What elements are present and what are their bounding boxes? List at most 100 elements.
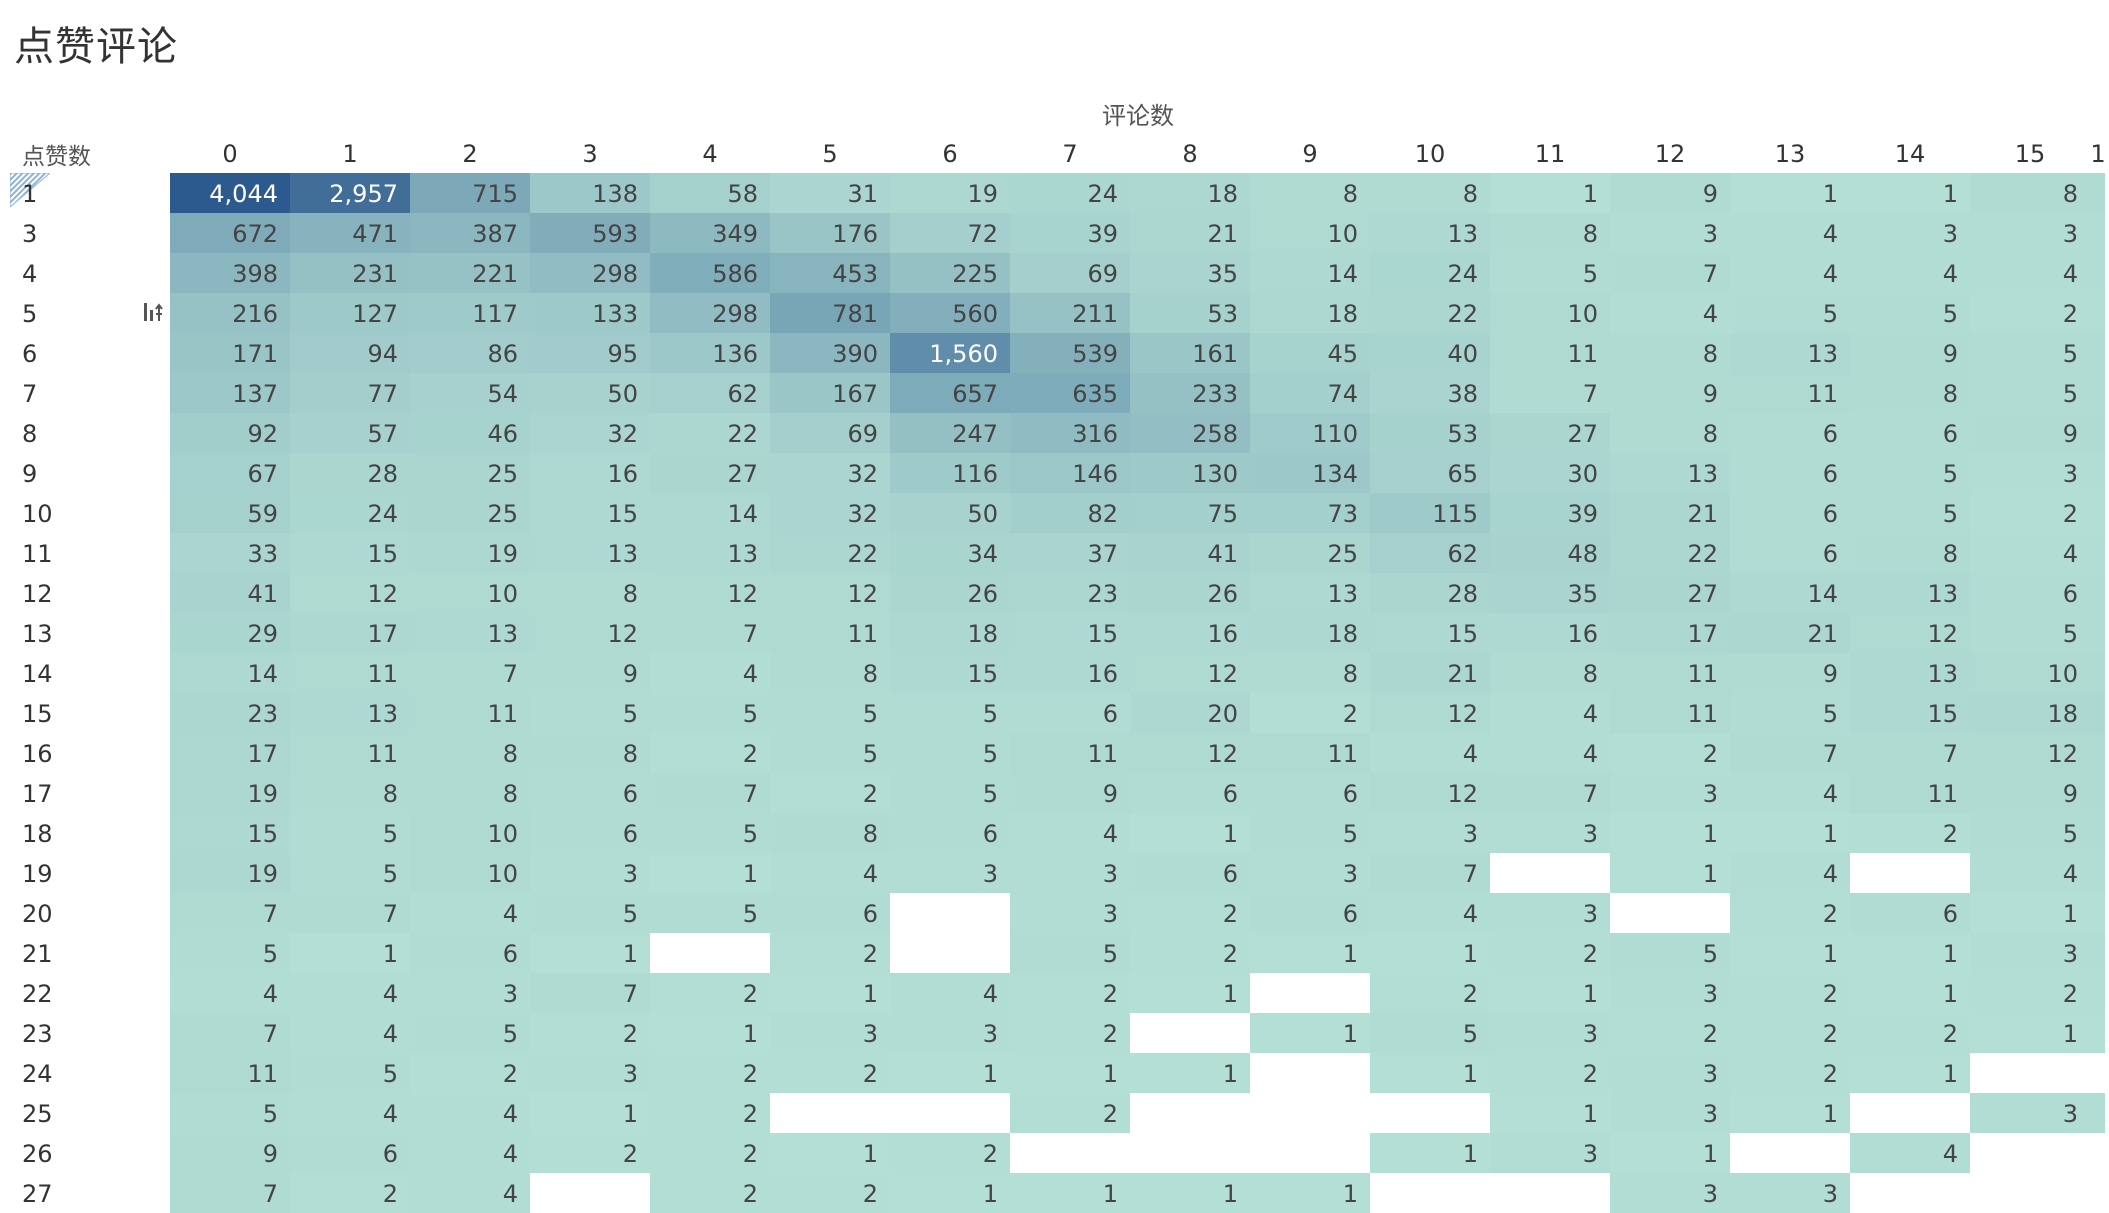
heatmap-cell[interactable]: [1010, 933, 1130, 973]
heatmap-cell[interactable]: [1010, 693, 1130, 733]
heatmap-cell[interactable]: [1010, 253, 1130, 293]
heatmap-cell[interactable]: [1850, 973, 1970, 1013]
heatmap-cell[interactable]: [290, 1133, 410, 1173]
heatmap-cell[interactable]: [410, 653, 530, 693]
heatmap-cell[interactable]: [1970, 253, 2105, 293]
heatmap-cell[interactable]: [770, 293, 890, 333]
heatmap-cell[interactable]: [1130, 853, 1250, 893]
heatmap-cell[interactable]: [1610, 213, 1730, 253]
heatmap-cell[interactable]: [890, 613, 1010, 653]
heatmap-cell[interactable]: [1610, 293, 1730, 333]
heatmap-cell[interactable]: [1370, 733, 1490, 773]
heatmap-cell[interactable]: [530, 173, 650, 213]
heatmap-cell[interactable]: [1970, 533, 2105, 573]
heatmap-cell[interactable]: [650, 933, 770, 973]
heatmap-cell[interactable]: [410, 693, 530, 733]
heatmap-cell[interactable]: [1010, 653, 1130, 693]
heatmap-cell[interactable]: [1130, 1173, 1250, 1213]
heatmap-cell[interactable]: [1730, 453, 1850, 493]
heatmap-cell[interactable]: [770, 453, 890, 493]
heatmap-cell[interactable]: [1850, 1093, 1970, 1133]
heatmap-cell[interactable]: [1010, 293, 1130, 333]
heatmap-cell[interactable]: [1010, 1133, 1130, 1173]
heatmap-cell[interactable]: [1490, 253, 1610, 293]
heatmap-cell[interactable]: [1970, 653, 2105, 693]
heatmap-cell[interactable]: [1850, 733, 1970, 773]
heatmap-cell[interactable]: [1970, 813, 2105, 853]
heatmap-cell[interactable]: [170, 1093, 290, 1133]
heatmap-cell[interactable]: [410, 413, 530, 453]
heatmap-cell[interactable]: [170, 1133, 290, 1173]
heatmap-cell[interactable]: [1610, 653, 1730, 693]
heatmap-cell[interactable]: [650, 653, 770, 693]
heatmap-cell[interactable]: [770, 1053, 890, 1093]
heatmap-cell[interactable]: [1370, 293, 1490, 333]
row-header-marker-icon[interactable]: [10, 173, 50, 207]
heatmap-cell[interactable]: [410, 293, 530, 333]
heatmap-cell[interactable]: [1730, 253, 1850, 293]
heatmap-cell[interactable]: [770, 573, 890, 613]
heatmap-cell[interactable]: [1490, 613, 1610, 653]
heatmap-cell[interactable]: [1010, 1013, 1130, 1053]
heatmap-cell[interactable]: [1610, 453, 1730, 493]
heatmap-cell[interactable]: [1490, 1013, 1610, 1053]
heatmap-cell[interactable]: [1730, 653, 1850, 693]
heatmap-cell[interactable]: [1850, 453, 1970, 493]
heatmap-cell[interactable]: [290, 973, 410, 1013]
heatmap-cell[interactable]: [170, 733, 290, 773]
heatmap-cell[interactable]: [770, 213, 890, 253]
heatmap-cell[interactable]: [890, 253, 1010, 293]
heatmap-cell[interactable]: [650, 853, 770, 893]
heatmap-cell[interactable]: [1130, 1013, 1250, 1053]
heatmap-cell[interactable]: [530, 533, 650, 573]
heatmap-cell[interactable]: [1730, 1013, 1850, 1053]
heatmap-cell[interactable]: [1250, 413, 1370, 453]
heatmap-cell[interactable]: [1490, 853, 1610, 893]
heatmap-cell[interactable]: [1970, 613, 2105, 653]
heatmap-cell[interactable]: [290, 893, 410, 933]
heatmap-cell[interactable]: [1970, 1093, 2105, 1133]
heatmap-cell[interactable]: [1010, 413, 1130, 453]
heatmap-cell[interactable]: [1970, 453, 2105, 493]
heatmap-cell[interactable]: [410, 1133, 530, 1173]
heatmap-cell[interactable]: [770, 493, 890, 533]
heatmap-cell[interactable]: [1250, 293, 1370, 333]
heatmap-cell[interactable]: [1250, 733, 1370, 773]
heatmap-cell[interactable]: [1970, 853, 2105, 893]
heatmap-cell[interactable]: [650, 1133, 770, 1173]
heatmap-cell[interactable]: [1970, 413, 2105, 453]
heatmap-cell[interactable]: [1730, 613, 1850, 653]
heatmap-cell[interactable]: [170, 973, 290, 1013]
heatmap-cell[interactable]: [1490, 1133, 1610, 1173]
heatmap-cell[interactable]: [770, 1093, 890, 1133]
heatmap-cell[interactable]: [1130, 613, 1250, 653]
heatmap-cell[interactable]: [1010, 893, 1130, 933]
heatmap-cell[interactable]: [410, 933, 530, 973]
heatmap-cell[interactable]: [530, 573, 650, 613]
heatmap-cell[interactable]: [650, 293, 770, 333]
heatmap-cell[interactable]: [1850, 213, 1970, 253]
heatmap-cell[interactable]: [1130, 693, 1250, 733]
heatmap-cell[interactable]: [1370, 533, 1490, 573]
heatmap-cell[interactable]: [410, 493, 530, 533]
heatmap-cell[interactable]: [1010, 813, 1130, 853]
heatmap-cell[interactable]: [1370, 1013, 1490, 1053]
heatmap-cell[interactable]: [1730, 1053, 1850, 1093]
heatmap-cell[interactable]: [1970, 293, 2105, 333]
heatmap-cell[interactable]: [1490, 813, 1610, 853]
heatmap-cell[interactable]: [650, 693, 770, 733]
heatmap-cell[interactable]: [1850, 573, 1970, 613]
heatmap-cell[interactable]: [1130, 813, 1250, 853]
heatmap-cell[interactable]: [170, 653, 290, 693]
heatmap-cell[interactable]: [1250, 453, 1370, 493]
heatmap-cell[interactable]: [290, 813, 410, 853]
heatmap-cell[interactable]: [1970, 173, 2105, 213]
heatmap-cell[interactable]: [410, 853, 530, 893]
heatmap-cell[interactable]: [1970, 333, 2105, 373]
heatmap-cell[interactable]: [530, 453, 650, 493]
sort-icon[interactable]: [141, 300, 165, 324]
heatmap-cell[interactable]: [770, 173, 890, 213]
heatmap-cell[interactable]: [1850, 493, 1970, 533]
heatmap-cell[interactable]: [1610, 693, 1730, 733]
heatmap-cell[interactable]: [1610, 173, 1730, 213]
